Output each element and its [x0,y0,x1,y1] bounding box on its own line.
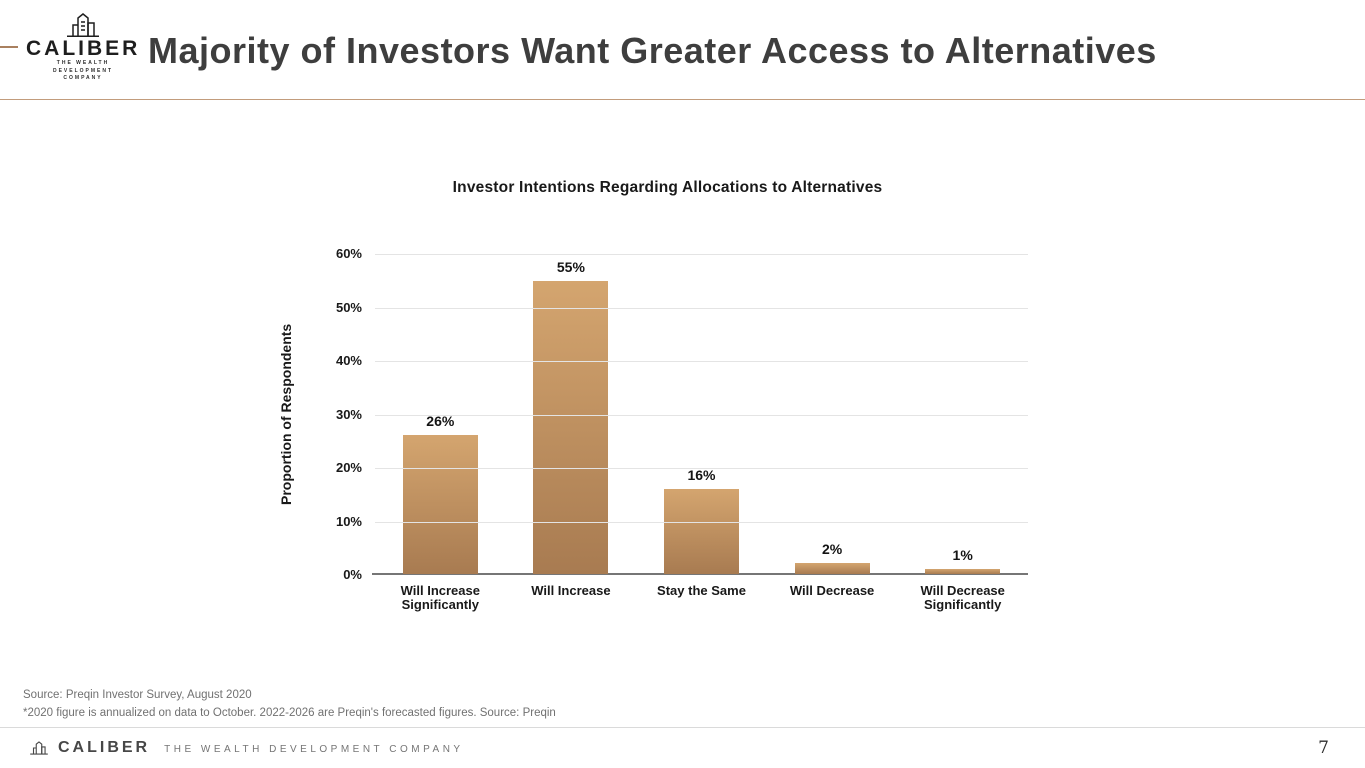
bar-slot: 1% [897,254,1028,574]
bar-value-label: 26% [426,413,455,430]
y-tick-label: 60% [335,246,362,261]
source-note: Source: Preqin Investor Survey, August 2… [23,689,252,701]
bar: 1% [925,547,1001,574]
bar: 55% [533,259,609,574]
building-icon [30,741,48,755]
caliber-logo: CALIBER THE WEALTH DEVELOPMENT COMPANY [26,13,140,83]
bar-slot: 2% [767,254,898,574]
category-label: Will Increase Significantly [400,583,480,612]
bar-value-label: 1% [952,546,973,563]
y-axis-label: Proportion of Respondents [278,323,294,506]
footer-caliber-logo: CALIBER THE WEALTH DEVELOPMENT COMPANY [28,739,464,757]
category-label: Will Increase [531,583,611,598]
gridline [375,254,1028,255]
y-tick-label: 40% [335,353,362,369]
bar-value-label: 16% [687,466,716,483]
bar-slot: 26% [375,254,506,574]
gridline [375,361,1028,363]
bar-value-label: 2% [821,541,843,558]
header-divider [0,99,1365,100]
bar-slot: 16% [636,254,767,574]
y-tick-label: 0% [343,567,362,582]
bar-value-label: 55% [556,258,585,275]
page-title: Majority of Investors Want Greater Acces… [148,30,1157,71]
x-axis-line [372,573,1028,575]
footer-tagline: THE WEALTH DEVELOPMENT COMPANY [164,743,464,755]
y-tick-label: 30% [335,406,362,422]
logo-tagline-line1: THE WEALTH DEVELOPMENT [52,60,114,74]
building-icon [67,13,99,37]
footnote: *2020 figure is annualized on data to Oc… [23,707,556,719]
category-label: Stay the Same [657,583,746,598]
y-tick-label: 10% [335,513,362,529]
gridline [375,521,1028,523]
category-label: Will Decrease [789,583,875,598]
chart-title: Investor Intentions Regarding Allocation… [452,179,883,196]
y-tick-label: 20% [335,460,362,476]
gridline [375,414,1028,416]
footer-brand-text: CALIBER [58,739,151,756]
bars-row: 26% 55% 16% 2% 1% [375,254,1028,574]
bar: 2% [794,541,870,574]
bar-slot: 55% [506,254,637,574]
footer-bar: CALIBER THE WEALTH DEVELOPMENT COMPANY 7 [0,727,1365,768]
bar: 16% [663,467,739,574]
gridline [375,468,1028,470]
bar-chart: 26% 55% 16% 2% 1% Will Increase Significantl… [336,246,1028,612]
category-labels-row: Will Increase Significantly Will Increase… [375,584,1028,612]
gridline [375,307,1028,309]
logo-tagline-line2: COMPANY [63,75,103,82]
accent-dash [0,46,18,48]
y-tick-label: 50% [335,299,362,315]
category-label: Will Decrease Significantly [920,583,1005,612]
logo-brand-text: CALIBER [26,37,141,60]
bar: 26% [402,413,478,574]
page-number: 7 [1318,738,1329,758]
